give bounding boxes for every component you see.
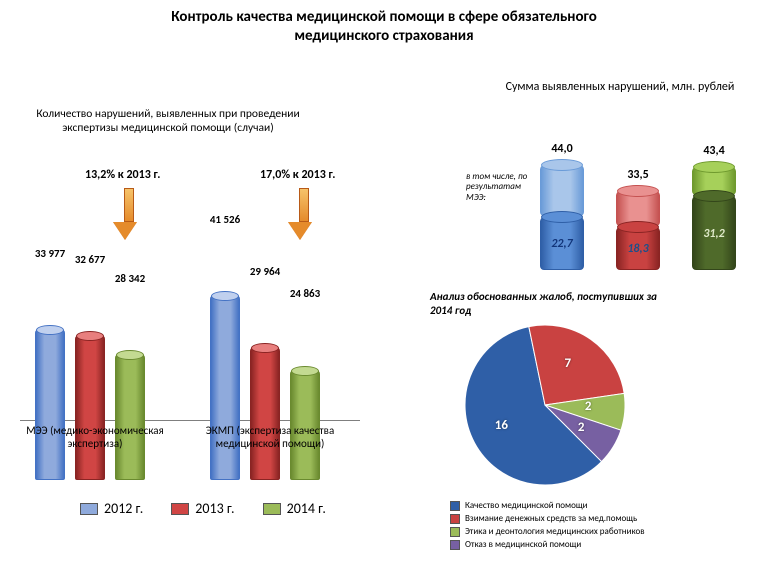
percent-change-label: 17,0% к 2013 г.	[260, 168, 335, 182]
complaints-pie-chart: 16 7 22	[460, 320, 630, 490]
legend-label: Этика и деонтология медицинских работник…	[465, 526, 645, 538]
pie-legend-item: Этика и деонтология медицинских работник…	[450, 526, 750, 538]
arrow-down-icon	[120, 188, 137, 240]
cylinder-bar	[540, 164, 584, 270]
legend-label: 2012 г.	[104, 500, 143, 517]
bar	[250, 347, 280, 480]
bar	[75, 335, 105, 480]
main-title: Контроль качества медицинской помощи в с…	[0, 0, 768, 46]
legend-label: Отказ в медицинской помощи	[465, 539, 581, 551]
pie-title: Анализ обоснованных жалоб, поступивших з…	[430, 290, 680, 318]
cylinder-bar	[616, 190, 660, 270]
cylinder-inner-label: 22,7	[540, 237, 584, 251]
bar-value-label: 41 526	[195, 213, 255, 226]
pie-legend-item: Отказ в медицинской помощи	[450, 539, 750, 551]
bar	[115, 354, 145, 480]
bar-value-label: 29 964	[235, 265, 295, 278]
axis-category-label: МЭЭ (медико-экономическая экспертиза)	[15, 425, 175, 450]
bar-value-label: 32 677	[60, 253, 120, 266]
pie-legend-item: Взимание денежных средств за мед.помощь	[450, 513, 750, 525]
legend-label: 2013 г.	[195, 500, 234, 517]
percent-change-label: 13,2% к 2013 г.	[85, 168, 160, 182]
cylinder-total-label: 43,4	[684, 144, 744, 158]
legend-label: Качество медицинской помощи	[465, 500, 588, 512]
legend-label: Взимание денежных средств за мед.помощь	[465, 513, 637, 525]
year-legend: 2012 г. 2013 г. 2014 г.	[80, 500, 326, 517]
cylinder-inner-label: 18,3	[616, 242, 660, 256]
bar-value-label: 24 863	[275, 287, 335, 300]
legend-swatch	[450, 527, 460, 537]
cylinder-total-label: 33,5	[608, 168, 668, 182]
bar	[35, 329, 65, 480]
pie-legend-item: Качество медицинской помощи	[450, 500, 750, 512]
include-note: в том числе, по результатам МЭЭ:	[466, 172, 536, 203]
pie-legend: Качество медицинской помощиВзимание дене…	[450, 500, 750, 553]
legend-swatch	[80, 503, 98, 515]
arrow-down-icon	[295, 188, 312, 240]
legend-label: 2014 г.	[287, 500, 326, 517]
pie-slice-label: 16	[495, 418, 508, 433]
violations-bar-chart: 33 97732 67728 342МЭЭ (медико-экономичес…	[20, 160, 360, 480]
bar	[210, 295, 240, 480]
right-subtitle: Сумма выявленных нарушений, млн. рублей	[500, 80, 740, 94]
amount-cylinder-chart: 44,0 22,7 33,5 18,3 43,4 31,2	[530, 120, 750, 270]
legend-swatch	[450, 540, 460, 550]
legend-swatch	[171, 503, 189, 515]
left-subtitle: Количество нарушений, выявленных при про…	[18, 108, 318, 136]
legend-swatch	[263, 503, 281, 515]
cylinder-bar	[692, 166, 736, 270]
axis-category-label: ЭКМП (экспертиза качества медицинской по…	[190, 425, 350, 450]
legend-item: 2012 г.	[80, 500, 143, 517]
pie-slice-label: 2	[578, 420, 585, 435]
pie-slice-label: 7	[565, 356, 572, 371]
legend-item: 2014 г.	[263, 500, 326, 517]
pie-slice-label: 2	[585, 399, 592, 414]
legend-item: 2013 г.	[171, 500, 234, 517]
bar-value-label: 28 342	[100, 272, 160, 285]
pie-slice	[529, 325, 624, 405]
cylinder-inner-label: 31,2	[692, 227, 736, 241]
cylinder-total-label: 44,0	[532, 142, 592, 156]
legend-swatch	[450, 514, 460, 524]
legend-swatch	[450, 501, 460, 511]
